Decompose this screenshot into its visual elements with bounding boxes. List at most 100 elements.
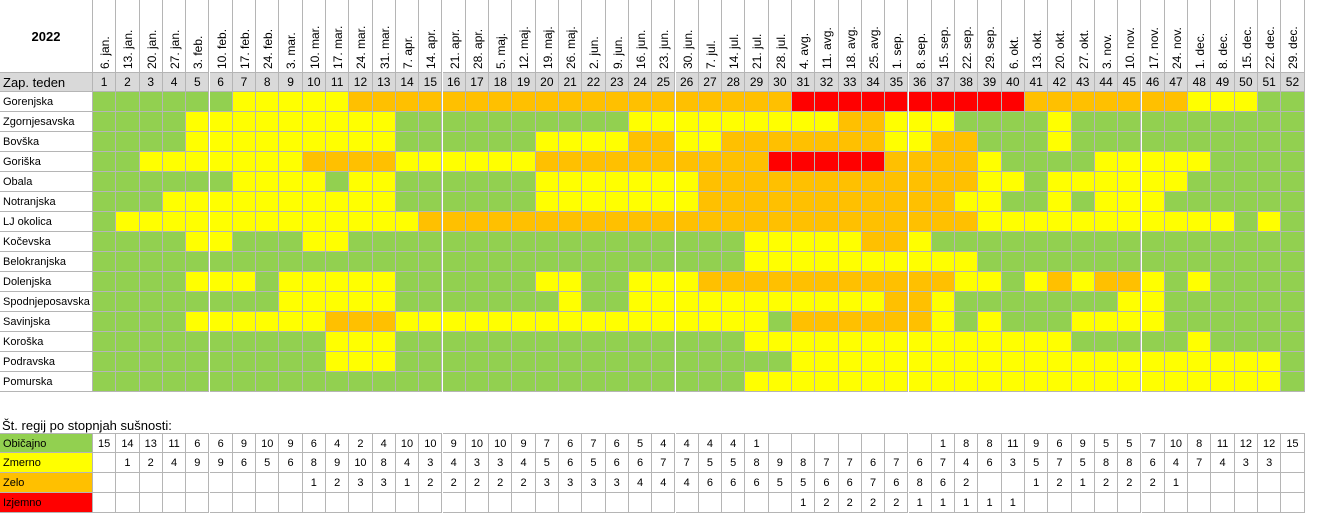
heatmap-cell bbox=[722, 92, 746, 112]
heatmap-cell bbox=[1164, 152, 1189, 172]
heatmap-cell bbox=[279, 132, 303, 152]
summary-cell bbox=[186, 493, 210, 513]
heatmap-cell bbox=[605, 212, 629, 232]
heatmap-cell bbox=[768, 252, 792, 272]
heatmap-cell bbox=[931, 252, 956, 272]
heatmap-cell bbox=[792, 152, 816, 172]
heatmap-cell bbox=[1001, 312, 1025, 332]
heatmap-cell bbox=[978, 352, 1002, 372]
heatmap-cell bbox=[605, 192, 629, 212]
region-label: Gorenjska bbox=[0, 92, 93, 112]
heatmap-cell bbox=[1234, 172, 1258, 192]
heatmap-cell bbox=[745, 92, 769, 112]
heatmap-cell bbox=[1025, 92, 1049, 112]
heatmap-cell bbox=[559, 232, 583, 252]
heatmap-cell bbox=[419, 212, 443, 232]
summary-cell: 3 bbox=[489, 453, 513, 473]
summary-cell: 9 bbox=[232, 433, 257, 453]
heatmap-cell bbox=[628, 352, 653, 372]
heatmap-cell bbox=[1048, 272, 1072, 292]
summary-cell: 9 bbox=[442, 433, 466, 453]
heatmap-cell bbox=[93, 132, 117, 152]
date-label: 6. jan. bbox=[98, 36, 112, 69]
heatmap-cell bbox=[931, 112, 956, 132]
date-label: 10. mar. bbox=[307, 25, 322, 69]
date-label: 24. mar. bbox=[354, 25, 369, 69]
heatmap-cell bbox=[139, 332, 163, 352]
week-number: 47 bbox=[1164, 73, 1189, 92]
heatmap-cell bbox=[116, 92, 140, 112]
heatmap-cell bbox=[535, 272, 559, 292]
heatmap-cell bbox=[955, 272, 979, 292]
heatmap-cell bbox=[302, 92, 326, 112]
heatmap-cell bbox=[1071, 332, 1095, 352]
summary-cell: 12 bbox=[1234, 433, 1258, 453]
heatmap-cell bbox=[209, 272, 233, 292]
heatmap-cell bbox=[582, 92, 606, 112]
heatmap-cell bbox=[931, 92, 956, 112]
heatmap-cell bbox=[535, 212, 559, 232]
heatmap-cell bbox=[559, 172, 583, 192]
heatmap-cell bbox=[279, 372, 303, 392]
heatmap-cell bbox=[1141, 212, 1165, 232]
heatmap-cell bbox=[535, 132, 559, 152]
heatmap-cell bbox=[838, 292, 862, 312]
date-label: 23. jun. bbox=[657, 29, 672, 69]
summary-cell: 6 bbox=[605, 453, 629, 473]
summary-cell bbox=[535, 493, 559, 513]
heatmap-cell bbox=[489, 212, 513, 232]
heatmap-cell bbox=[1118, 192, 1142, 212]
heatmap-cell bbox=[768, 372, 792, 392]
heatmap-cell bbox=[628, 372, 653, 392]
heatmap-cell bbox=[628, 292, 653, 312]
summary-cell: 2 bbox=[419, 473, 443, 493]
date-header-cell bbox=[395, 0, 420, 73]
date-header-cell bbox=[1025, 0, 1049, 73]
heatmap-cell bbox=[978, 152, 1002, 172]
heatmap-cell bbox=[745, 252, 769, 272]
summary-cell: 2 bbox=[1118, 473, 1142, 493]
heatmap-cell bbox=[1141, 172, 1165, 192]
heatmap-cell bbox=[931, 212, 956, 232]
heatmap-cell bbox=[1281, 92, 1305, 112]
heatmap-cell bbox=[93, 152, 117, 172]
heatmap-cell bbox=[442, 272, 466, 292]
region-label: Spodnjeposavska bbox=[0, 292, 93, 312]
heatmap-cell bbox=[395, 92, 420, 112]
heatmap-cell bbox=[442, 292, 466, 312]
heatmap-cell bbox=[535, 232, 559, 252]
heatmap-cell bbox=[232, 112, 257, 132]
date-label: 28. jul. bbox=[773, 33, 788, 69]
heatmap-cell bbox=[465, 152, 490, 172]
heatmap-cell bbox=[209, 112, 233, 132]
heatmap-cell bbox=[675, 232, 699, 252]
heatmap-cell bbox=[605, 312, 629, 332]
week-number: 48 bbox=[1188, 73, 1212, 92]
heatmap-cell bbox=[605, 232, 629, 252]
heatmap-cell bbox=[232, 212, 257, 232]
heatmap-cell bbox=[675, 192, 699, 212]
date-header-cell bbox=[535, 0, 559, 73]
heatmap-cell bbox=[698, 352, 723, 372]
heatmap-cell bbox=[838, 312, 862, 332]
heatmap-cell bbox=[652, 92, 676, 112]
heatmap-cell bbox=[465, 232, 490, 252]
heatmap-cell bbox=[209, 292, 233, 312]
summary-cell: 6 bbox=[186, 433, 210, 453]
heatmap-cell bbox=[139, 172, 163, 192]
summary-cell bbox=[256, 493, 280, 513]
summary-cell: 2 bbox=[442, 473, 466, 493]
heatmap-cell bbox=[815, 192, 839, 212]
heatmap-cell bbox=[1025, 232, 1049, 252]
heatmap-cell bbox=[535, 252, 559, 272]
heatmap-cell bbox=[792, 252, 816, 272]
summary-cell: 7 bbox=[1188, 453, 1212, 473]
heatmap-cell bbox=[1234, 352, 1258, 372]
date-header-cell bbox=[861, 0, 886, 73]
summary-cell: 6 bbox=[232, 453, 257, 473]
heatmap-cell bbox=[931, 152, 956, 172]
heatmap-cell bbox=[256, 292, 280, 312]
heatmap-cell bbox=[302, 212, 326, 232]
summary-cell: 9 bbox=[209, 453, 233, 473]
week-number: 10 bbox=[302, 73, 326, 92]
